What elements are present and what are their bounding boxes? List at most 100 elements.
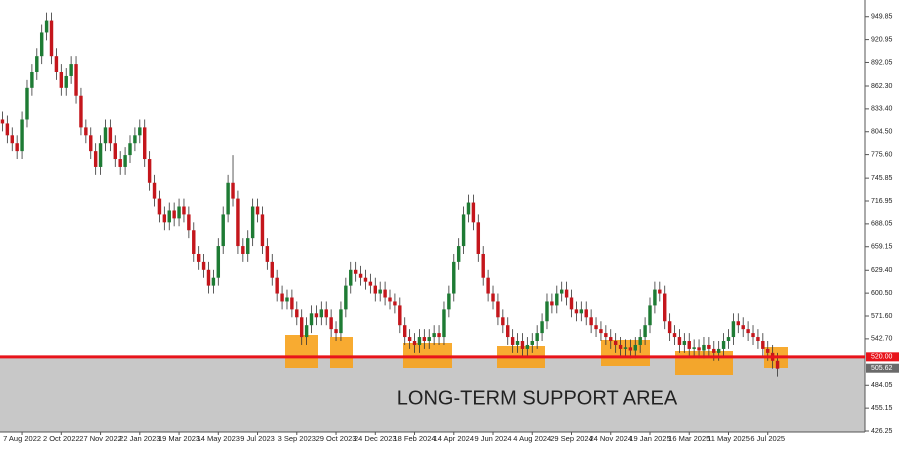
last-price-label: 505.62: [871, 365, 893, 372]
x-tick-label: 14 May 2023: [197, 434, 240, 443]
y-tick-label: 688.05: [871, 221, 893, 228]
candle-body: [285, 297, 289, 302]
candle-body: [84, 127, 88, 136]
x-tick-label: 24 Dec 2023: [354, 434, 397, 443]
y-tick-label: 716.95: [871, 198, 893, 205]
candle-body: [182, 206, 186, 215]
support-box: [330, 337, 353, 368]
candle-body: [501, 317, 505, 326]
x-tick-label: 29 Oct 2023: [316, 434, 357, 443]
y-tick-label: 600.50: [871, 290, 893, 297]
candle-body: [162, 214, 167, 223]
candle-body: [25, 87, 29, 120]
x-tick-label: 24 Nov 2024: [589, 434, 632, 443]
candle-body: [515, 341, 520, 345]
candle-body: [103, 127, 108, 144]
candle-body: [712, 348, 716, 353]
candle-body: [108, 127, 113, 144]
candle-body: [667, 321, 672, 334]
candle-body: [388, 297, 392, 302]
candle-body: [653, 289, 657, 306]
candle-body: [49, 20, 54, 57]
last-price-bg: [866, 363, 899, 373]
candle-body: [133, 135, 137, 144]
candle-body: [442, 309, 446, 338]
candle-body: [476, 222, 481, 254]
candle-body: [432, 333, 436, 338]
y-tick-label: 745.85: [871, 175, 893, 182]
candle-body: [123, 155, 127, 167]
candle-body: [545, 301, 549, 322]
x-tick-label: 29 Sep 2024: [550, 434, 593, 443]
candle-body: [721, 341, 726, 349]
candle-body: [167, 210, 171, 223]
candle-body: [35, 56, 39, 72]
x-tick-label: 22 Jan 2023: [119, 434, 160, 443]
y-tick-label: 862.30: [871, 83, 893, 90]
candle-body: [535, 333, 539, 342]
y-tick-label: 892.05: [871, 59, 893, 66]
y-tick-label: 920.95: [871, 36, 893, 43]
candle-body: [702, 344, 706, 351]
candle-body: [633, 344, 637, 351]
candle-body: [20, 119, 24, 152]
candle-body: [417, 337, 422, 345]
candle-body: [584, 309, 588, 318]
candle-body: [638, 337, 642, 345]
y-tick-label: 484.05: [871, 382, 893, 389]
candle-body: [746, 329, 750, 334]
candle-body: [766, 348, 770, 353]
candle-body: [520, 341, 525, 349]
candle-body: [241, 246, 245, 254]
y-tick-label: 426.25: [871, 428, 893, 435]
candle-body: [398, 305, 402, 326]
annotation: LONG-TERM SUPPORT AREA: [397, 387, 678, 409]
candle-body: [270, 261, 274, 278]
candle-body: [314, 313, 319, 318]
y-tick-label: 833.40: [871, 106, 893, 113]
candle-body: [339, 309, 343, 334]
y-tick-label: 571.60: [871, 313, 893, 320]
candle-body: [172, 210, 176, 219]
candle-body: [378, 289, 382, 294]
candle-body: [59, 72, 64, 88]
candle-body: [89, 135, 93, 152]
candle-body: [403, 325, 407, 338]
candle-body: [599, 329, 603, 334]
candle-body: [118, 159, 122, 167]
candle-body: [663, 293, 667, 322]
y-tick-label: 455.15: [871, 405, 893, 412]
candle-body: [138, 127, 142, 136]
candle-body: [412, 341, 417, 345]
candle-body: [466, 202, 471, 215]
candle-body: [39, 32, 44, 57]
candle-body: [550, 301, 554, 306]
candle-body: [10, 135, 14, 144]
y-tick-label: 542.70: [871, 336, 893, 343]
candle-body: [672, 333, 677, 338]
x-tick-label: 9 Jun 2024: [474, 434, 511, 443]
candle-body: [211, 277, 216, 286]
candle-body: [677, 337, 682, 345]
candle-body: [290, 297, 294, 310]
candle-body: [447, 293, 451, 310]
candle-body: [147, 159, 152, 183]
candle-body: [422, 337, 427, 342]
candle-body: [280, 293, 284, 302]
candle-body: [74, 64, 78, 96]
candle-body: [373, 285, 377, 294]
candle-body: [393, 301, 397, 306]
x-tick-label: 27 Nov 2022: [79, 434, 122, 443]
x-tick-label: 11 May 2025: [707, 434, 750, 443]
x-tick-label: 14 Apr 2024: [434, 434, 474, 443]
candle-body: [363, 277, 368, 282]
candle-body: [658, 289, 662, 294]
candle-body: [530, 341, 534, 345]
candle-body: [682, 341, 687, 345]
candle-body: [716, 348, 721, 353]
candle-body: [555, 293, 559, 306]
candle-body: [187, 214, 191, 231]
candle-body: [491, 293, 495, 302]
candle-body: [0, 119, 5, 124]
candle-body: [427, 337, 431, 342]
